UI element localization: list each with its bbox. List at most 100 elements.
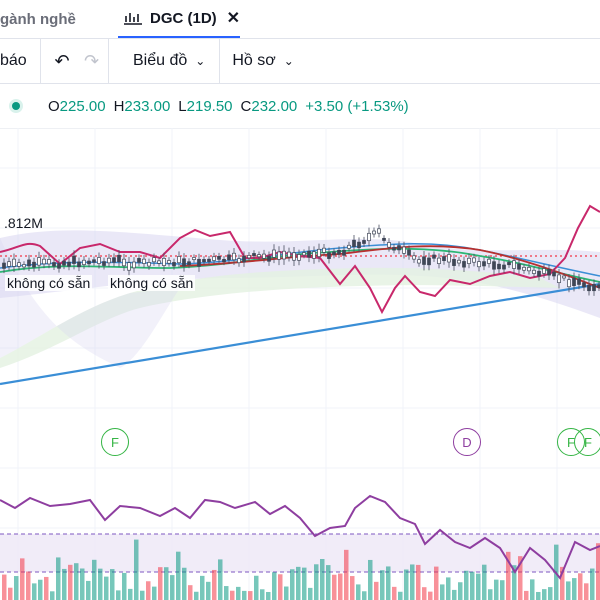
candle-body <box>272 249 276 258</box>
chevron-down-icon: ⌄ <box>195 54 206 68</box>
chart-type-dropdown[interactable]: Biểu đồ ⌄ <box>115 39 221 83</box>
volume-bar <box>374 581 379 600</box>
candle-body <box>92 259 96 263</box>
volume-bar <box>482 564 487 600</box>
candle-body <box>402 246 406 254</box>
undo-icon[interactable]: ↶ <box>54 50 70 71</box>
candle-body <box>192 257 196 260</box>
candle-body <box>202 259 206 263</box>
tab-industry[interactable]: gành nghề <box>0 0 100 38</box>
volume-bar <box>476 573 481 600</box>
candle-body <box>422 256 426 265</box>
profile-dropdown[interactable]: Hồ sơ ⌄ <box>220 39 307 83</box>
price-chart[interactable] <box>0 128 600 600</box>
low-key: L <box>178 97 187 115</box>
candle-body <box>262 253 266 259</box>
candle-body <box>257 254 261 258</box>
candle-body <box>77 261 81 268</box>
event-label: F <box>111 434 119 450</box>
candle-body <box>37 257 41 266</box>
rsi-line <box>0 494 600 580</box>
candle-body <box>432 254 436 259</box>
candle-body <box>377 228 381 234</box>
candle-body <box>292 252 296 261</box>
grid <box>0 128 600 600</box>
candle-body <box>592 284 596 292</box>
volume-bar <box>80 568 85 600</box>
candle-body <box>237 258 241 264</box>
volume-bar <box>548 587 553 600</box>
candle-body <box>552 271 556 277</box>
volume-bar <box>386 566 391 600</box>
volume-bar <box>44 576 49 600</box>
candle-body <box>437 257 441 264</box>
candle-body <box>567 279 571 288</box>
change-value: +3.50 (+1.53%) <box>305 97 409 115</box>
volume-bar <box>152 586 157 600</box>
candle-body <box>562 275 566 279</box>
volume-bar <box>398 591 403 600</box>
candle-body <box>532 269 536 274</box>
tab-symbol[interactable]: DGC (1D) ✕ <box>118 0 241 38</box>
candle-body <box>467 257 471 264</box>
volume-bar <box>122 572 127 600</box>
volume-bar <box>428 591 433 600</box>
volume-bar <box>458 582 463 600</box>
candle-body <box>122 258 126 267</box>
candle-body <box>492 261 496 270</box>
candle-body <box>557 274 561 284</box>
volume-bar <box>110 569 115 600</box>
volume-bar <box>332 574 337 600</box>
tab-symbol-label: DGC (1D) <box>150 9 217 27</box>
ichimoku-cloud <box>0 267 560 368</box>
candle-body <box>207 258 211 262</box>
candle-body <box>357 241 361 249</box>
candle-body <box>372 230 376 235</box>
candle-body <box>287 251 291 258</box>
volume-bar <box>212 569 217 600</box>
volume-bar <box>500 580 505 600</box>
candle-body <box>277 251 281 260</box>
candle-body <box>82 259 86 265</box>
na-label-2: không có sẵn <box>108 275 196 291</box>
profile-label: Hồ sơ <box>232 52 276 69</box>
chart-tab-icon <box>124 13 142 25</box>
candle-body <box>382 237 386 241</box>
close-icon[interactable]: ✕ <box>226 10 241 27</box>
candle-body <box>217 256 221 260</box>
candle-body <box>7 261 11 267</box>
volume-bar <box>266 591 271 600</box>
volume-bar <box>572 578 577 600</box>
candle-body <box>182 258 186 267</box>
volume-bar <box>134 539 139 600</box>
high-value: 233.00 <box>124 97 171 115</box>
candlestick-series <box>2 224 600 296</box>
candle-body <box>452 258 456 266</box>
ichimoku-cloud-lower <box>0 238 180 368</box>
candle-body <box>307 250 311 258</box>
open-key: O <box>48 97 60 115</box>
volume-bar <box>230 590 235 600</box>
alert-button[interactable]: báo <box>0 39 41 83</box>
event-marker-dividend[interactable]: D <box>453 428 481 456</box>
volume-bar <box>320 558 325 600</box>
candle-body <box>152 257 156 263</box>
volume-bar <box>56 557 61 600</box>
candle-body <box>462 261 466 268</box>
volume-bar <box>422 587 427 600</box>
candle-body <box>327 252 331 259</box>
volume-bar <box>518 556 523 600</box>
event-marker-financial[interactable]: F <box>574 428 600 456</box>
event-marker-financial[interactable]: F <box>101 428 129 456</box>
volume-bar <box>446 577 451 600</box>
volume-bar <box>284 586 289 600</box>
volume-bar <box>566 581 571 600</box>
volume-bar <box>368 559 373 600</box>
volume-bar <box>236 586 241 600</box>
volume-bar <box>416 564 421 600</box>
rsi-pane <box>0 494 600 600</box>
volume-bar <box>20 558 25 600</box>
volume-bar <box>338 573 343 600</box>
redo-icon[interactable]: ↷ <box>75 39 109 83</box>
candle-body <box>132 261 136 269</box>
